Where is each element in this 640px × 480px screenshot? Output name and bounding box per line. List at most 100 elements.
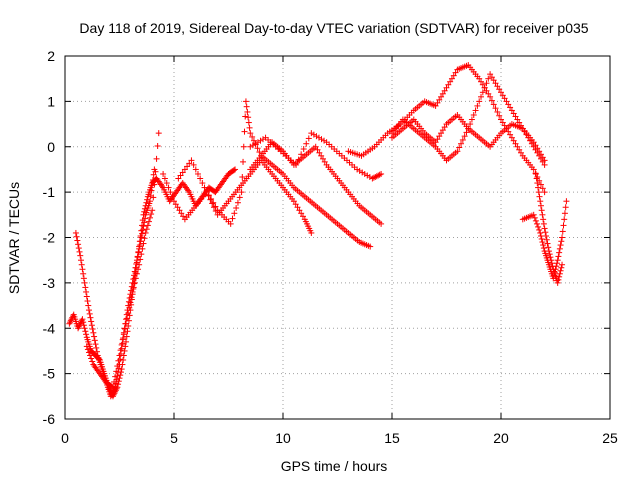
data-point [521, 128, 528, 135]
data-point [534, 149, 541, 156]
data-point [76, 248, 83, 255]
data-point [498, 116, 504, 123]
data-point [494, 83, 501, 90]
data-point [84, 298, 91, 305]
data-point [91, 333, 98, 340]
data-point [133, 260, 140, 267]
data-point [548, 257, 555, 264]
data-point [538, 236, 545, 243]
data-point [78, 261, 85, 268]
data-point [165, 184, 172, 191]
data-point [533, 175, 540, 182]
data-point [140, 223, 147, 230]
data-point [474, 102, 481, 109]
data-point [126, 304, 133, 311]
data-point [448, 75, 455, 82]
data-point [547, 254, 554, 261]
data-point [124, 315, 131, 322]
data-point [445, 81, 452, 88]
data-point [147, 214, 154, 221]
data-point [540, 216, 547, 223]
data-point [88, 355, 95, 362]
data-point [254, 145, 261, 152]
data-point [537, 155, 544, 162]
y-tick-label: -5 [43, 366, 56, 382]
data-point [128, 294, 135, 301]
data-point [499, 92, 506, 99]
data-point [528, 140, 535, 147]
x-tick-label: 0 [61, 430, 69, 446]
data-point [532, 170, 539, 177]
data-point [536, 193, 543, 200]
data-point [561, 216, 568, 223]
data-point [533, 220, 540, 227]
data-point [81, 325, 88, 332]
data-point [232, 166, 239, 173]
data-point [75, 241, 82, 248]
data-point [139, 226, 146, 233]
data-point [138, 227, 145, 234]
grid [65, 56, 610, 419]
data-point [490, 101, 497, 108]
data-point [535, 223, 542, 230]
data-point [238, 189, 245, 196]
data-point [188, 157, 195, 164]
data-point [119, 336, 126, 343]
data-point [512, 113, 519, 120]
data-point [201, 184, 208, 191]
data-point [184, 163, 191, 170]
data-point [125, 310, 132, 317]
data-point [293, 161, 300, 168]
data-point [530, 166, 537, 173]
data-point [74, 237, 81, 244]
data-point [136, 242, 143, 249]
data-point [545, 244, 552, 251]
data-point [562, 204, 569, 211]
data-point [541, 161, 548, 168]
data-point [557, 242, 564, 249]
data-point [479, 81, 486, 88]
data-point [210, 199, 217, 206]
data-point [534, 180, 541, 187]
data-point [115, 357, 122, 364]
data-point [79, 316, 86, 323]
data-point [81, 279, 88, 286]
data-point [555, 276, 562, 283]
data-point [137, 256, 144, 263]
data-point [378, 220, 385, 227]
data-point [545, 248, 552, 255]
x-tick-label: 10 [275, 430, 291, 446]
data-point [557, 267, 564, 274]
data-point [539, 211, 546, 218]
data-point [548, 260, 555, 267]
data-point [436, 133, 443, 140]
data-point [123, 320, 130, 327]
data-point [118, 366, 125, 373]
data-point [180, 213, 187, 220]
data-point [536, 226, 543, 233]
data-point [250, 137, 257, 144]
data-point [127, 299, 134, 306]
data-point [537, 232, 544, 239]
data-point [109, 384, 116, 391]
data-point [556, 273, 563, 280]
data-point [490, 77, 497, 84]
data-point [123, 338, 130, 345]
data-point [554, 279, 561, 286]
y-tick-label: 0 [47, 139, 55, 155]
data-point [150, 171, 157, 178]
data-point [314, 146, 321, 153]
data-point [174, 204, 181, 211]
data-point [492, 80, 499, 87]
data-point [558, 264, 565, 271]
data-point [295, 156, 302, 163]
data-point [178, 210, 185, 217]
data-point [514, 143, 521, 150]
data-point [210, 204, 217, 211]
data-point [149, 207, 156, 214]
y-tick-label: 2 [47, 48, 55, 64]
data-point [538, 207, 545, 214]
data-point [256, 149, 263, 156]
data-point [496, 86, 503, 93]
